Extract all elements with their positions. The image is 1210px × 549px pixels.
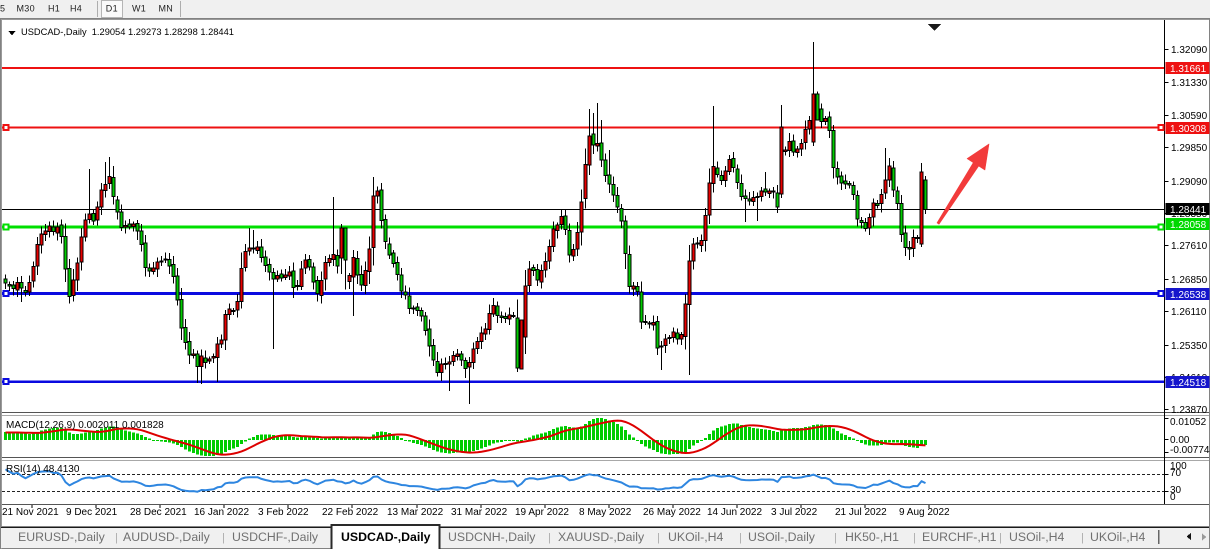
svg-text:D1: D1	[106, 4, 118, 14]
svg-text:21 Nov 2021: 21 Nov 2021	[2, 507, 59, 518]
svg-text:M30: M30	[17, 4, 35, 14]
svg-text:1.26110: 1.26110	[1171, 307, 1207, 318]
svg-text:|: |	[1081, 532, 1084, 544]
svg-text:0.01052: 0.01052	[1170, 417, 1207, 428]
svg-text:RSI(14) 48.4130: RSI(14) 48.4130	[6, 464, 80, 475]
svg-text:0: 0	[1170, 492, 1176, 503]
svg-text:3 Jul 2022: 3 Jul 2022	[771, 507, 818, 518]
svg-text:W1: W1	[132, 4, 146, 14]
svg-text:26 May 2022: 26 May 2022	[643, 507, 701, 518]
svg-text:9 Dec 2021: 9 Dec 2021	[66, 507, 118, 518]
svg-text:HK50-,H1: HK50-,H1	[845, 530, 899, 544]
svg-text:1.25350: 1.25350	[1171, 341, 1208, 352]
svg-text:9 Aug 2022: 9 Aug 2022	[899, 507, 950, 518]
svg-text:|: |	[548, 532, 551, 544]
svg-text:MACD(12,26,9) 0.002011 0.00182: MACD(12,26,9) 0.002011 0.001828	[6, 420, 164, 431]
svg-text:UKOil-,H4: UKOil-,H4	[1090, 530, 1146, 544]
svg-text:UKOil-,H4: UKOil-,H4	[668, 530, 724, 544]
svg-text:1.29850: 1.29850	[1171, 143, 1208, 154]
svg-text:1.28058: 1.28058	[1170, 220, 1207, 231]
svg-text:|: |	[913, 532, 916, 544]
svg-text:1.31330: 1.31330	[1171, 78, 1208, 89]
svg-text:AUDUSD-,Daily: AUDUSD-,Daily	[123, 530, 211, 544]
svg-text:70: 70	[1170, 468, 1182, 479]
svg-text:USDCHF-,Daily: USDCHF-,Daily	[232, 530, 319, 544]
svg-text:1.26850: 1.26850	[1171, 275, 1208, 286]
svg-text:-0.007744: -0.007744	[1170, 445, 1210, 456]
svg-text:5: 5	[0, 4, 5, 14]
svg-text:1.30308: 1.30308	[1170, 124, 1207, 135]
svg-text:|: |	[222, 532, 225, 544]
svg-text:30: 30	[1170, 485, 1182, 496]
svg-text:21 Jul 2022: 21 Jul 2022	[835, 507, 887, 518]
svg-text:EURUSD-,Daily: EURUSD-,Daily	[18, 530, 106, 544]
svg-text:8 May 2022: 8 May 2022	[579, 507, 632, 518]
svg-text:USDCAD-,Daily 1.29054 1.29273: USDCAD-,Daily 1.29054 1.29273 1.28298 1.…	[21, 27, 234, 37]
svg-text:0.00: 0.00	[1170, 435, 1190, 446]
svg-text:H1: H1	[48, 4, 60, 14]
svg-text:31 Mar 2022: 31 Mar 2022	[451, 507, 508, 518]
svg-text:EURCHF-,H1: EURCHF-,H1	[922, 530, 997, 544]
svg-text:USOil-,H4: USOil-,H4	[1009, 530, 1065, 544]
svg-text:|: |	[999, 532, 1002, 544]
svg-text:1.24518: 1.24518	[1170, 378, 1207, 389]
svg-text:USDCAD-,Daily: USDCAD-,Daily	[341, 530, 431, 544]
svg-text:XAUUSD-,Daily: XAUUSD-,Daily	[558, 530, 645, 544]
svg-text:1.30590: 1.30590	[1171, 111, 1208, 122]
svg-text:H4: H4	[70, 4, 82, 14]
svg-text:USOil-,Daily: USOil-,Daily	[748, 530, 816, 544]
svg-text:28 Dec 2021: 28 Dec 2021	[130, 507, 187, 518]
svg-text:19 Apr 2022: 19 Apr 2022	[515, 507, 569, 518]
svg-text:16 Jan 2022: 16 Jan 2022	[194, 507, 249, 518]
svg-text:|: |	[739, 532, 742, 544]
svg-text:1.26538: 1.26538	[1170, 290, 1207, 301]
svg-text:|: |	[657, 532, 660, 544]
svg-text:1.28441: 1.28441	[1170, 205, 1207, 216]
svg-text:1.32090: 1.32090	[1171, 45, 1208, 56]
svg-text:MN: MN	[159, 4, 174, 14]
svg-text:13 Mar 2022: 13 Mar 2022	[387, 507, 444, 518]
svg-text:|: |	[115, 532, 118, 544]
svg-text:1.23870: 1.23870	[1171, 405, 1208, 416]
svg-text:1.29090: 1.29090	[1171, 177, 1208, 188]
svg-text:14 Jun 2022: 14 Jun 2022	[707, 507, 762, 518]
svg-text:22 Feb 2022: 22 Feb 2022	[322, 507, 379, 518]
svg-text:|: |	[834, 532, 837, 544]
svg-text:1.27610: 1.27610	[1171, 241, 1208, 252]
svg-text:3 Feb 2022: 3 Feb 2022	[258, 507, 309, 518]
svg-text:1.31661: 1.31661	[1170, 64, 1207, 75]
svg-text:100: 100	[1170, 461, 1187, 472]
svg-text:USDCNH-,Daily: USDCNH-,Daily	[448, 530, 536, 544]
